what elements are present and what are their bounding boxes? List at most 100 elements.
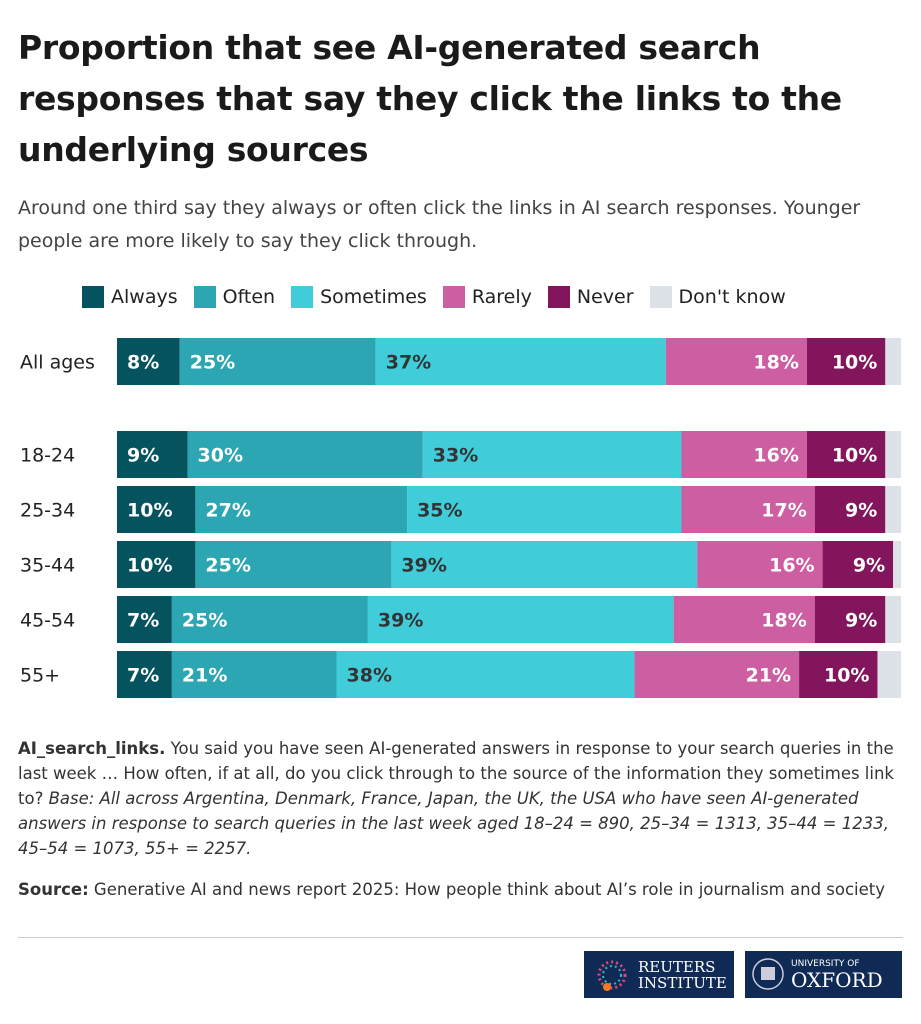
data-label: 25% bbox=[190, 352, 235, 374]
chart-title: Proportion that see AI-generated search … bbox=[18, 28, 842, 169]
bar-segment-always bbox=[117, 541, 196, 588]
logo-text: INSTITUTE bbox=[638, 973, 727, 992]
data-label: 16% bbox=[753, 445, 798, 467]
data-label: 17% bbox=[761, 500, 806, 522]
bar-segment-never bbox=[814, 486, 886, 533]
bar-segment-often bbox=[187, 431, 423, 478]
note-question: You said you have seen AI-generated answ… bbox=[18, 739, 894, 808]
legend-label: Don't know bbox=[678, 286, 786, 308]
data-label: 21% bbox=[182, 665, 227, 687]
chart-subtitle: Around one third say they always or ofte… bbox=[18, 197, 861, 252]
note-base: Base: All across Argentina, Denmark, Fra… bbox=[18, 789, 889, 858]
data-label: 9% bbox=[127, 445, 159, 467]
logo-text: OXFORD bbox=[791, 967, 883, 992]
data-label: 33% bbox=[433, 445, 478, 467]
bar-segment-sometimes bbox=[391, 541, 698, 588]
legend-swatch bbox=[82, 286, 104, 308]
bar-segment-never bbox=[822, 541, 894, 588]
bar-segment-sometimes bbox=[367, 596, 674, 643]
data-label: 18% bbox=[753, 352, 798, 374]
data-label: 10% bbox=[832, 352, 877, 374]
bar-segment-always bbox=[117, 596, 172, 643]
data-label: 16% bbox=[769, 555, 814, 577]
data-label: 10% bbox=[127, 500, 172, 522]
methodology-note: AI_search_links. You said you have seen … bbox=[18, 736, 913, 861]
data-label: 27% bbox=[205, 500, 250, 522]
source-text: Generative AI and news report 2025: How … bbox=[88, 880, 886, 899]
bar-segment-rarely bbox=[681, 431, 807, 478]
bar-segment-never bbox=[806, 431, 886, 478]
legend-label: Often bbox=[222, 286, 276, 308]
data-label: 8% bbox=[127, 352, 159, 374]
data-label: 38% bbox=[347, 665, 392, 687]
category-label: All ages bbox=[20, 352, 95, 374]
data-label: 25% bbox=[205, 555, 250, 577]
bar-segment-rarely bbox=[665, 338, 807, 385]
bar-segment-often bbox=[195, 486, 408, 533]
bar-segment-always bbox=[117, 651, 172, 698]
legend-label: Rarely bbox=[471, 286, 532, 308]
category-label: 25-34 bbox=[20, 500, 75, 522]
legend-item: Don't know bbox=[649, 286, 786, 308]
legend-label: Never bbox=[576, 286, 634, 308]
note-label: AI_search_links. bbox=[18, 739, 166, 758]
bar-segment-sometimes bbox=[375, 338, 666, 385]
bar-segment-never bbox=[814, 596, 886, 643]
legend-swatch bbox=[291, 286, 314, 308]
data-label: 9% bbox=[845, 500, 877, 522]
data-label: 9% bbox=[853, 555, 885, 577]
bar-segment-always bbox=[117, 486, 196, 533]
stacked-bar-chart: All ages 8% 25% 37% 18% 10% 18-24 9% 30% 33% 16% 10… bbox=[20, 338, 901, 698]
reuters-dots-icon bbox=[597, 960, 627, 991]
data-label: 21% bbox=[746, 665, 791, 687]
legend-swatch bbox=[193, 286, 216, 308]
bar-segment-sometimes bbox=[407, 486, 682, 533]
logo-text: REUTERS bbox=[638, 957, 716, 976]
data-label: 39% bbox=[401, 555, 446, 577]
data-label: 10% bbox=[127, 555, 172, 577]
category-label: 45-54 bbox=[20, 610, 75, 632]
bar-segment-always bbox=[117, 338, 180, 385]
legend: Always Often Sometimes Rarely Never Don't kno… bbox=[82, 286, 786, 308]
reuters-institute-logo: REUTERS INSTITUTE bbox=[584, 951, 734, 998]
bar-segment-rarely bbox=[697, 541, 823, 588]
data-label: 9% bbox=[845, 610, 877, 632]
data-label: 18% bbox=[761, 610, 806, 632]
legend-item: Sometimes bbox=[291, 286, 427, 308]
legend-item: Never bbox=[547, 286, 634, 308]
data-label: 7% bbox=[127, 665, 159, 687]
legend-label: Sometimes bbox=[320, 286, 427, 308]
oxford-logo: UNIVERSITY OF OXFORD bbox=[745, 951, 902, 998]
bar-segment-don-t-know bbox=[885, 431, 901, 478]
bar-segment-don-t-know bbox=[877, 651, 901, 698]
legend-swatch bbox=[649, 286, 672, 308]
bar-segment-rarely bbox=[673, 596, 815, 643]
data-label: 25% bbox=[182, 610, 227, 632]
legend-swatch bbox=[547, 286, 570, 308]
bar-segment-often bbox=[171, 651, 337, 698]
bar-segment-rarely bbox=[634, 651, 800, 698]
legend-item: Always bbox=[82, 286, 178, 308]
category-label: 55+ bbox=[20, 665, 60, 687]
bar-segment-don-t-know bbox=[885, 486, 901, 533]
bar-segment-never bbox=[799, 651, 878, 698]
logo-text: UNIVERSITY OF bbox=[791, 958, 860, 969]
bar-segment-often bbox=[171, 596, 368, 643]
data-label: 39% bbox=[378, 610, 423, 632]
bar-segment-rarely bbox=[681, 486, 815, 533]
legend-item: Rarely bbox=[442, 286, 532, 308]
legend-label: Always bbox=[111, 286, 178, 308]
bar-segment-don-t-know bbox=[885, 338, 901, 385]
source-label: Source: bbox=[18, 880, 89, 899]
bar-segment-sometimes bbox=[336, 651, 635, 698]
oxford-crest-icon bbox=[752, 957, 784, 990]
divider bbox=[18, 937, 903, 938]
data-label: 10% bbox=[832, 445, 877, 467]
data-label: 35% bbox=[417, 500, 462, 522]
bar-segment-don-t-know bbox=[885, 596, 901, 643]
category-label: 18-24 bbox=[20, 445, 75, 467]
bar-segment-always bbox=[117, 431, 188, 478]
bar-segment-often bbox=[195, 541, 392, 588]
category-label: 35-44 bbox=[20, 555, 75, 577]
